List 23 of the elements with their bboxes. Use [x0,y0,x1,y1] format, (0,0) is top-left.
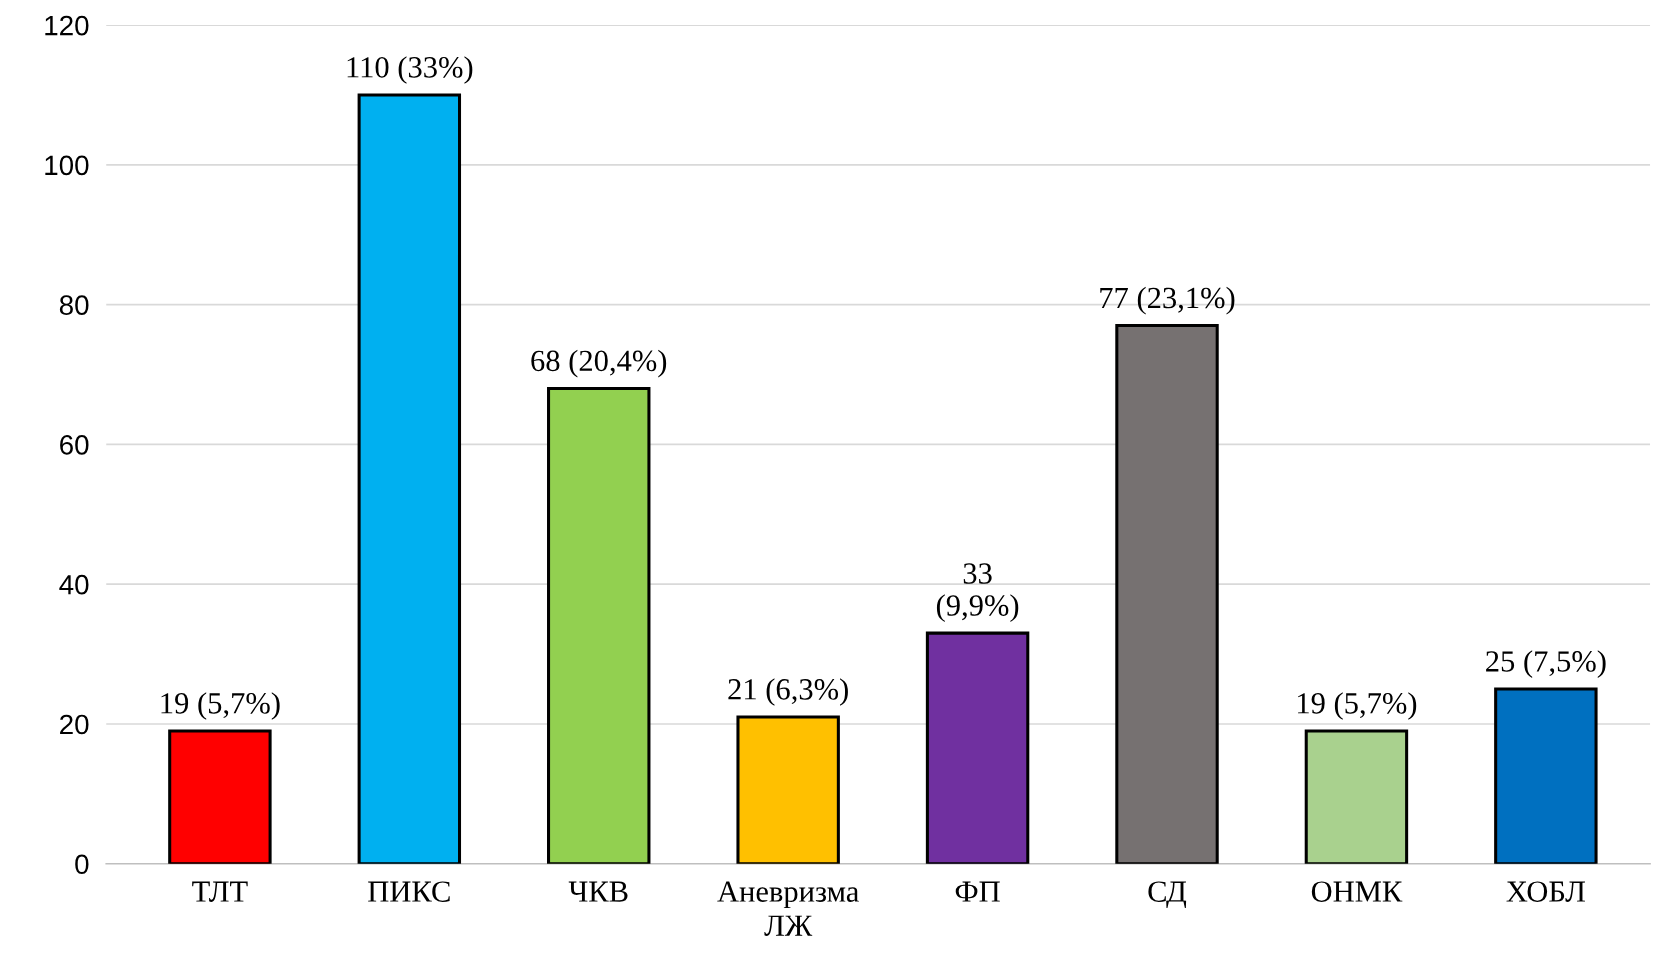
data-label: 21 (6,3%) [728,678,848,706]
x-tick-label: Аневризма ЛЖ [717,881,859,936]
y-tick-label: 20 [60,714,89,735]
data-label: 110 (33%) [347,56,473,84]
data-label: 19 (5,7%) [1298,692,1417,720]
data-label: 77 (23,1%) [1100,286,1235,315]
y-tick-label: 80 [59,295,89,315]
data-label: 19 (5,7%) [161,692,280,720]
x-tick-label: ТЛТ [192,881,248,902]
x-tick-label: ХОБЛ [1506,881,1586,902]
data-label: 25 (7,5%) [1486,650,1606,678]
y-tick-label: 40 [59,574,89,595]
y-tick-label: 100 [45,155,89,176]
x-tick-label: ОНМК [1311,881,1403,902]
y-tick-label: 60 [60,435,89,455]
x-tick-label: ЧКВ [568,881,628,902]
x-tick-label: СД [1148,881,1187,909]
x-tick-label: ПИКС [368,881,450,902]
x-tick-label: ФП [955,881,1000,902]
y-tick-label: 120 [45,15,89,36]
data-label: 33 (9,9%) [936,563,1019,622]
y-tick-label: 0 [75,854,89,875]
data-label: 68 (20,4%) [531,349,667,378]
